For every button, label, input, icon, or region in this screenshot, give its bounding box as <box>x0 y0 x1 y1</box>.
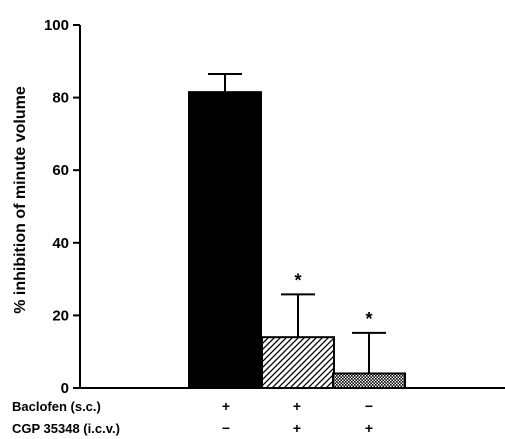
treatment-sign-2-2: + <box>293 420 301 436</box>
significance-markers: ** <box>294 270 372 328</box>
error-bars <box>208 73 386 374</box>
treatment-sign-1-2: + <box>293 398 301 414</box>
y-tick-label: 20 <box>52 307 69 324</box>
bar-1 <box>188 91 262 389</box>
y-axis-label: % inhibition of minute volume <box>12 86 29 314</box>
bar-2 <box>261 336 335 389</box>
treatment-sign-2-1: − <box>222 420 230 436</box>
treatment-label-2: CGP 35348 (i.c.v.) <box>12 421 120 436</box>
significance-star-2: * <box>294 270 301 290</box>
y-axis: 0 20 40 60 80 100 <box>44 17 81 397</box>
y-tick-label: 40 <box>52 235 69 252</box>
bars <box>188 91 406 390</box>
treatment-label-1: Baclofen (s.c.) <box>12 399 101 414</box>
y-tick-label: 100 <box>44 17 69 34</box>
y-tick-label: 60 <box>52 162 69 179</box>
treatment-table: Baclofen (s.c.) + + − CGP 35348 (i.c.v.) − + + <box>12 398 373 436</box>
y-tick-label: 0 <box>61 380 69 397</box>
treatment-sign-2-3: + <box>365 420 373 436</box>
y-tick-label: 80 <box>52 90 69 107</box>
treatment-sign-1-1: + <box>222 398 230 414</box>
treatment-sign-1-3: − <box>365 398 373 414</box>
significance-star-3: * <box>365 309 372 329</box>
bar-3 <box>332 372 406 390</box>
